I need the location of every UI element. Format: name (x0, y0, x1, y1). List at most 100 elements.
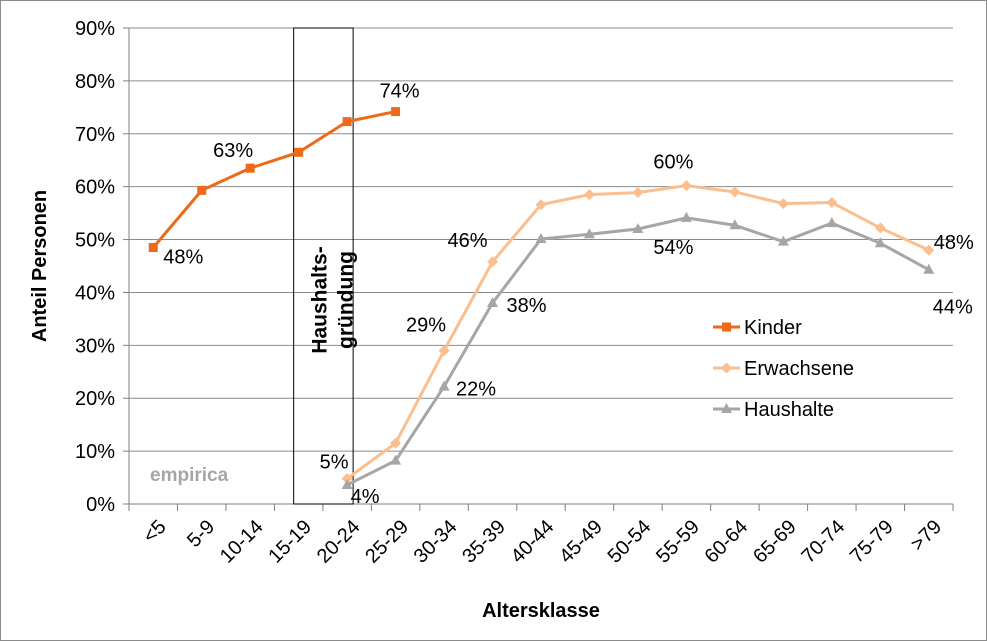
data-point (341, 478, 353, 489)
annotation-box: Haushalts- gründung (293, 27, 358, 505)
data-point (583, 228, 595, 239)
x-tick-label: 65-69 (749, 516, 801, 568)
x-tick-label: 15-19 (264, 516, 316, 568)
data-point (583, 189, 595, 201)
legend-item-haushalte: Haushalte (713, 399, 834, 421)
data-label: 48% (934, 232, 974, 254)
data-point (923, 263, 935, 274)
x-tick-label: 75-79 (846, 516, 898, 568)
data-label: 60% (653, 152, 693, 174)
data-label: 48% (163, 246, 203, 268)
data-label: 74% (380, 81, 420, 103)
data-point (874, 237, 886, 248)
series-erwachsene (341, 180, 935, 485)
y-axis-title: Anteil Personen (29, 190, 51, 342)
series-line (152, 110, 396, 249)
x-tick-label: 30-34 (410, 516, 462, 568)
data-point (632, 222, 644, 233)
data-point (874, 222, 886, 234)
data-label: 44% (933, 297, 973, 319)
legend-swatch-marker (721, 403, 732, 413)
data-point (680, 211, 692, 222)
data-labels: 48% 63% 74% 5% 29% 46% 60% 48% 4% 22% 38% 54% 44% (163, 81, 974, 508)
x-tick-label: 70-74 (798, 516, 850, 568)
data-point (535, 199, 547, 211)
data-point (777, 198, 789, 210)
x-tick-label: 60-64 (701, 516, 753, 568)
y-tick-label: 50% (75, 230, 115, 252)
x-tick-label: <5 (139, 516, 171, 548)
data-point (826, 197, 838, 209)
legend-label: Haushalte (744, 399, 834, 421)
y-tick-label: 0% (86, 494, 115, 516)
axes (128, 28, 953, 505)
x-tick-label: 55-59 (652, 516, 704, 568)
x-tick-label: 10-14 (216, 516, 268, 568)
x-tick-label: >79 (907, 516, 947, 556)
gridlines (123, 27, 954, 511)
data-point (777, 235, 789, 246)
legend-label: Kinder (744, 317, 802, 339)
data-point (148, 242, 158, 252)
data-point (487, 297, 499, 308)
data-label: 54% (653, 237, 693, 259)
y-tick-label: 20% (75, 388, 115, 410)
series-line (346, 216, 930, 487)
annotation-rect (293, 27, 354, 505)
data-label: 4% (351, 486, 380, 508)
x-axis-title: Altersklasse (482, 600, 600, 622)
y-tick-label: 80% (75, 71, 115, 93)
data-label: 5% (320, 452, 349, 474)
series-layer (148, 107, 935, 489)
x-tick-label: 40-44 (507, 516, 559, 568)
series-haushalte (341, 211, 935, 489)
x-tick-label: 35-39 (458, 516, 510, 568)
x-tick-labels: <5 5-910-1415-1920-2425-2930-3435-3940-44… (139, 516, 946, 568)
y-tick-label: 70% (75, 124, 115, 146)
data-point (390, 454, 402, 465)
data-point (535, 233, 547, 244)
data-point (391, 107, 401, 117)
x-tick-label: 5-9 (183, 516, 219, 552)
data-point (390, 437, 402, 449)
legend-item-erwachsene: Erwachsene (713, 358, 854, 380)
data-point (341, 473, 353, 485)
data-point (245, 163, 255, 173)
x-tick-label: 20-24 (313, 516, 365, 568)
x-tick-label: 25-29 (361, 516, 413, 568)
y-tick-label: 30% (75, 335, 115, 357)
y-tick-label: 40% (75, 282, 115, 304)
annotation-text-line-2: gründung (335, 251, 358, 349)
legend: Kinder Erwachsene Haushalte (713, 317, 854, 421)
data-label: 22% (456, 379, 496, 401)
data-point (729, 219, 741, 230)
legend-swatch-marker (721, 362, 732, 374)
data-point (438, 345, 450, 357)
data-point (680, 180, 692, 192)
legend-label: Erwachsene (744, 358, 854, 380)
data-point (923, 244, 935, 256)
data-point (342, 117, 352, 127)
y-tick-label: 90% (75, 18, 115, 40)
y-tick-label: 60% (75, 177, 115, 199)
data-point (729, 186, 741, 198)
y-tick-labels: 0% 10% 20% 30% 40% 50% 60% 70% 80% 90% (75, 18, 115, 516)
y-tick-label: 10% (75, 441, 115, 463)
legend-swatch-marker (722, 322, 731, 332)
series-kinder (148, 107, 401, 252)
data-point (197, 185, 207, 195)
data-label: 46% (448, 230, 488, 252)
data-point (438, 380, 450, 391)
x-tick-label: 45-49 (555, 516, 607, 568)
data-point (487, 256, 499, 268)
data-point (294, 147, 304, 157)
data-point (826, 217, 838, 228)
x-tick-label: 50-54 (604, 516, 656, 568)
data-label: 29% (406, 315, 446, 337)
legend-item-kinder: Kinder (713, 317, 802, 339)
data-label: 63% (213, 140, 253, 162)
data-label: 38% (507, 295, 547, 317)
annotation-text-line-1: Haushalts- (309, 246, 332, 353)
